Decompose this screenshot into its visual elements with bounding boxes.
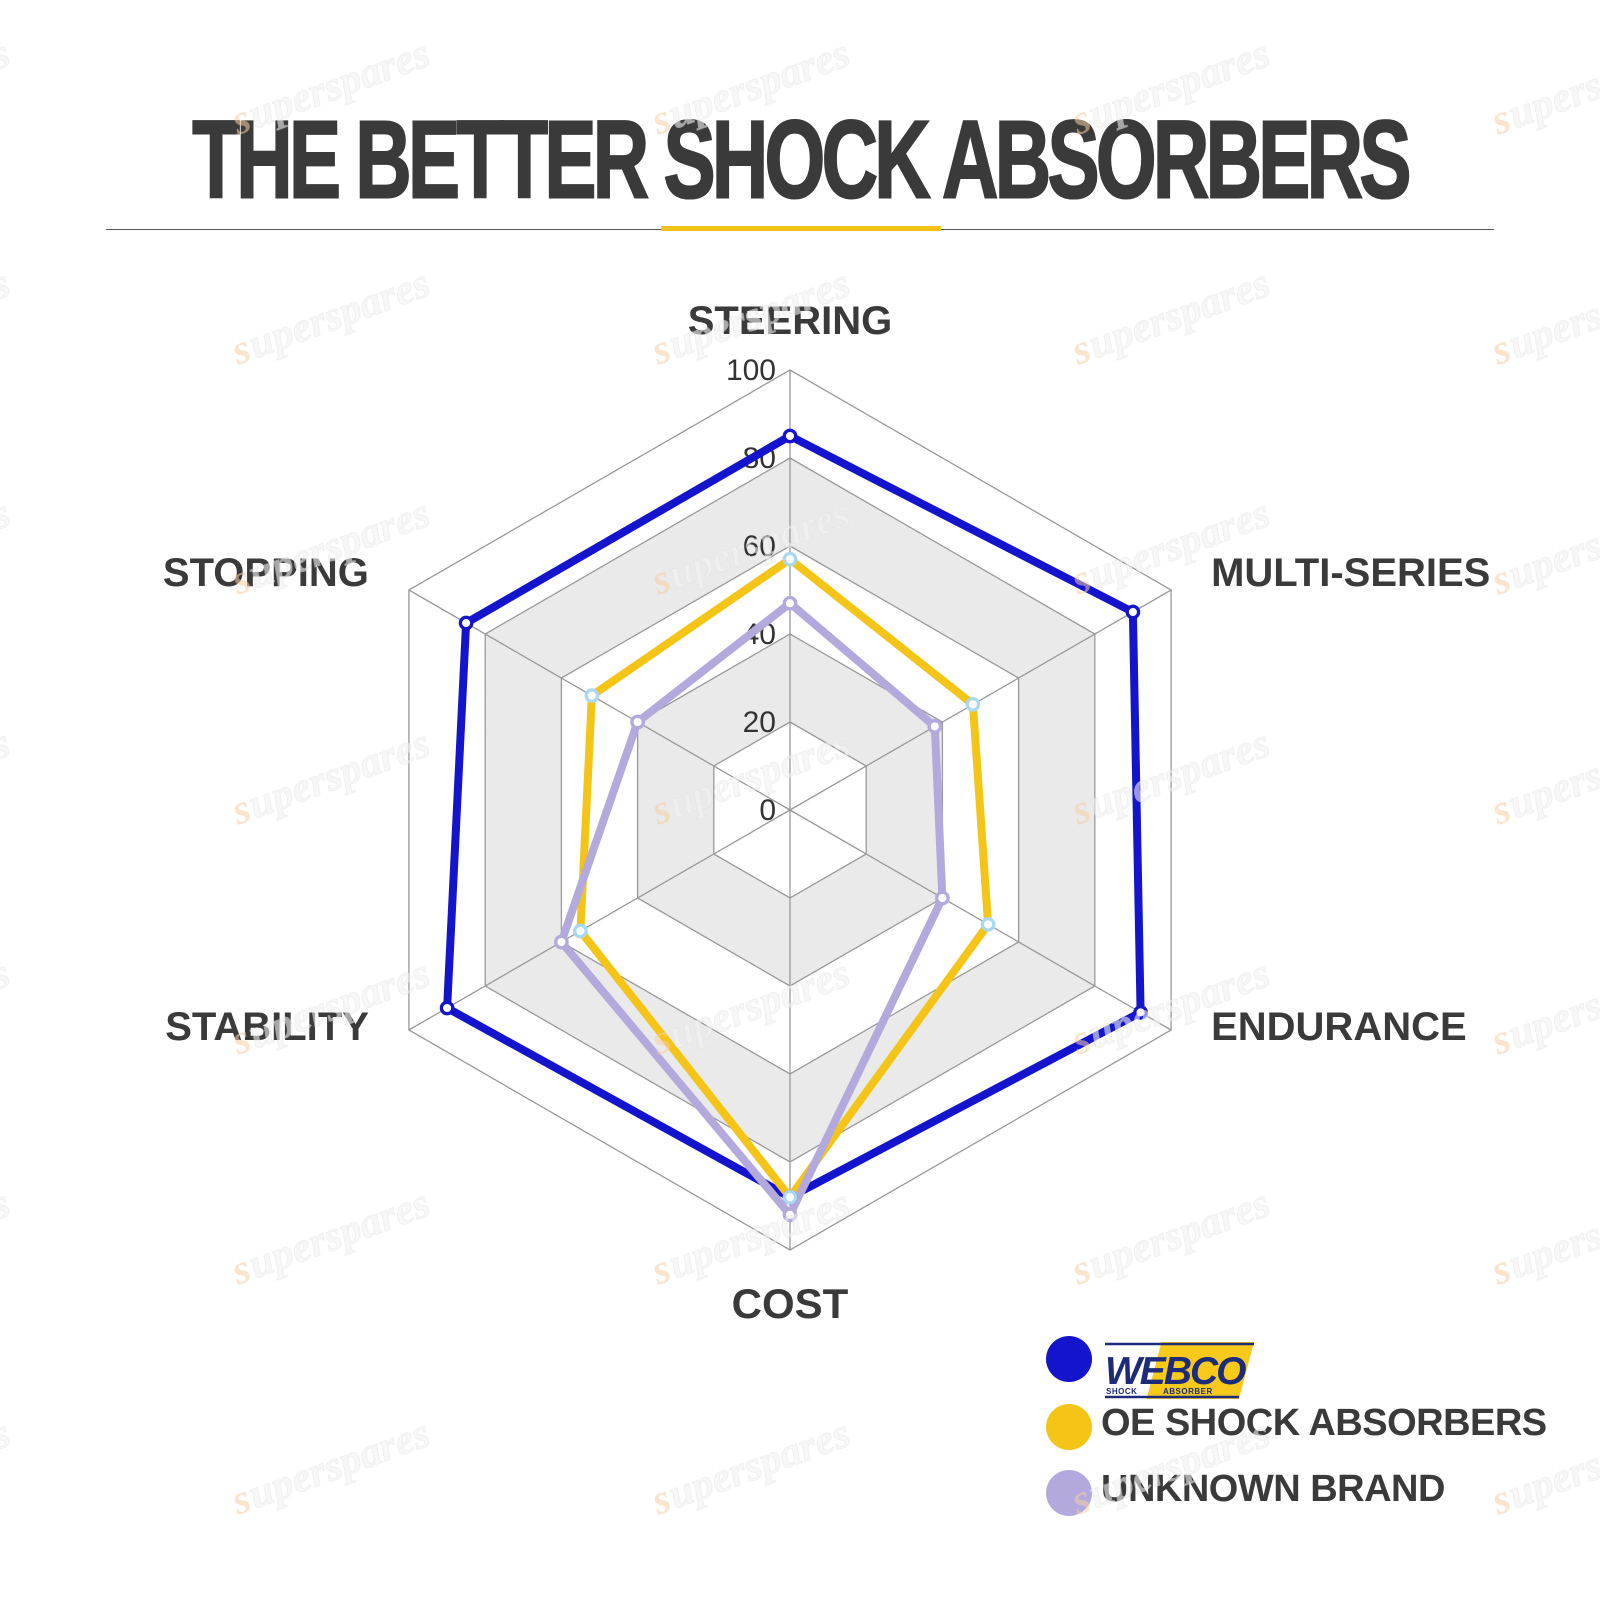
svg-text:COST: COST xyxy=(732,1280,849,1327)
svg-text:0: 0 xyxy=(759,794,776,827)
svg-text:100: 100 xyxy=(726,354,776,387)
svg-text:STABILITY: STABILITY xyxy=(165,1005,369,1049)
svg-text:60: 60 xyxy=(743,530,776,563)
svg-text:STOPPING: STOPPING xyxy=(163,551,369,595)
svg-text:STEERING: STEERING xyxy=(688,299,892,343)
svg-text:MULTI-SERIES: MULTI-SERIES xyxy=(1211,551,1490,595)
svg-text:SHOCK: SHOCK xyxy=(1106,1387,1137,1396)
svg-text:ENDURANCE: ENDURANCE xyxy=(1211,1005,1467,1049)
svg-text:20: 20 xyxy=(743,706,776,739)
svg-text:ABSORBER: ABSORBER xyxy=(1163,1387,1213,1396)
